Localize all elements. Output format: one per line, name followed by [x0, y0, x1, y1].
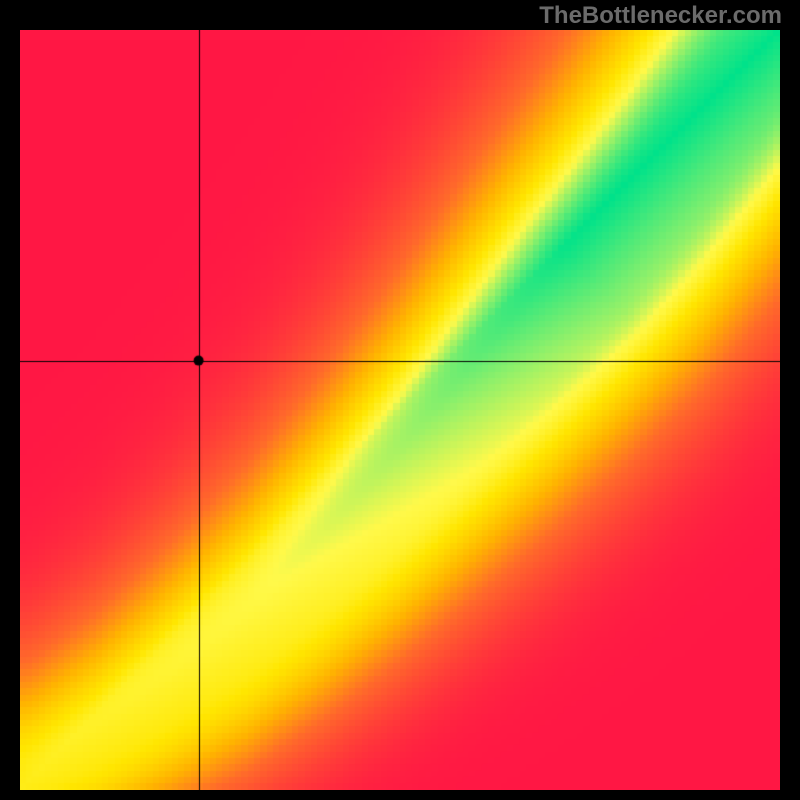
watermark-text: TheBottlenecker.com: [539, 2, 782, 30]
bottleneck-heatmap: [20, 30, 780, 790]
chart-container: TheBottlenecker.com: [0, 0, 800, 800]
